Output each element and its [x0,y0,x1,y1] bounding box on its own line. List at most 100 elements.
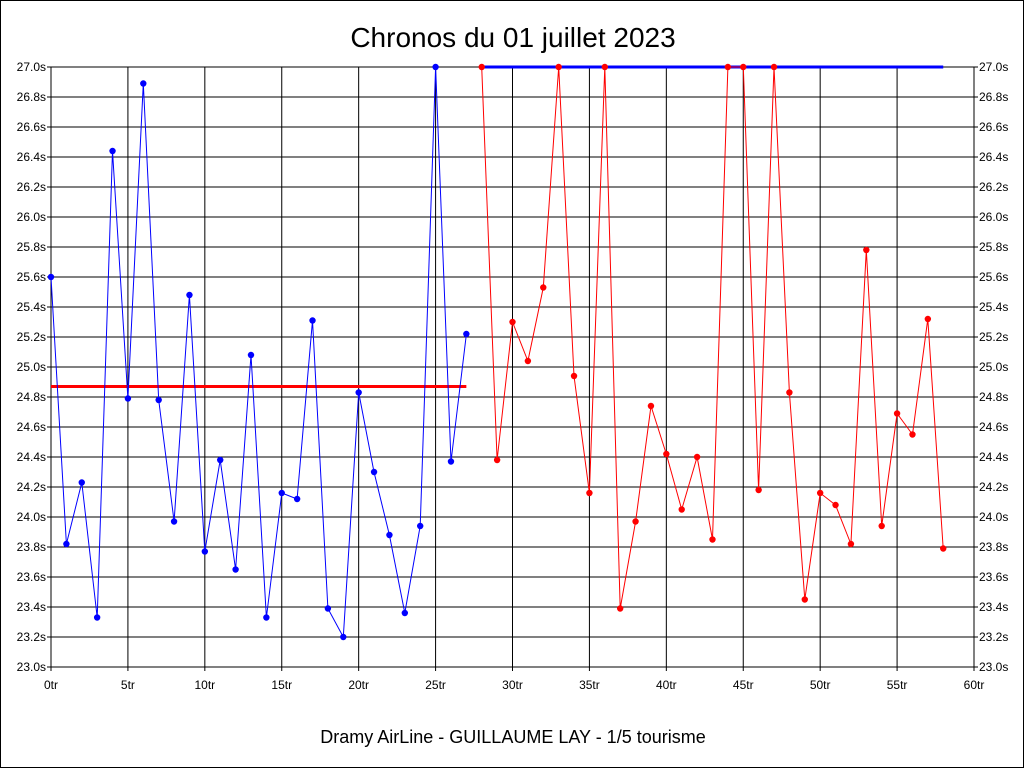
data-point [217,456,224,464]
data-point [586,489,593,497]
data-point [801,596,808,603]
data-point [601,63,608,71]
data-point [124,395,132,402]
y-tick-label-right: 24.2s [979,480,1008,494]
x-tick-label: 50tr [810,678,831,692]
y-tick-label-right: 24.4s [979,450,1008,464]
data-point [632,518,639,525]
y-tick-label-right: 26.8s [979,90,1008,104]
y-tick-label-right: 25.0s [979,360,1008,374]
chart-title: Chronos du 01 juillet 2023 [350,22,675,53]
x-tick-label: 55tr [887,678,908,692]
data-point [370,468,378,476]
data-point [816,489,824,497]
data-point [570,372,578,380]
y-tick-label-left: 24.4s [17,450,46,464]
y-tick-label-left: 25.2s [17,330,46,344]
y-tick-label-right: 24.0s [979,510,1008,524]
y-tick-label-right: 23.6s [979,570,1008,584]
chart-footer: Dramy AirLine - GUILLAUME LAY - 1/5 tour… [320,727,705,747]
data-point [278,489,285,497]
data-point [340,633,347,641]
x-tick-label: 15tr [271,678,292,692]
y-tick-label-left: 26.8s [17,90,46,104]
y-tick-label-right: 26.6s [979,120,1008,134]
y-tick-label-left: 23.4s [17,600,46,614]
data-point [847,540,855,548]
y-tick-label-right: 26.4s [979,150,1008,164]
x-tick-label: 10tr [194,678,215,692]
x-tick-label: 45tr [733,678,754,692]
x-tick-label: 5tr [121,678,135,692]
data-point [63,540,70,548]
data-point [693,453,701,461]
data-point [770,63,778,71]
y-tick-label-right: 23.0s [979,660,1008,674]
y-tick-label-left: 23.6s [17,570,46,584]
y-tick-label-left: 26.6s [17,120,46,134]
data-point [355,389,362,396]
data-point [909,431,916,438]
data-point [432,63,439,71]
y-tick-label-right: 26.0s [979,210,1008,224]
y-tick-label-right: 25.4s [979,300,1008,314]
y-tick-label-right: 27.0s [979,60,1008,74]
data-point [540,284,547,291]
x-tick-label: 40tr [656,678,677,692]
y-tick-label-left: 25.0s [17,360,46,374]
y-tick-label-left: 23.8s [17,540,46,554]
data-point [863,246,870,254]
data-point [155,396,162,404]
data-point [940,545,947,552]
data-point [647,402,655,410]
data-point [493,456,501,464]
y-tick-label-right: 23.2s [979,630,1008,644]
data-point [109,147,116,155]
data-point [93,614,101,621]
y-tick-label-left: 24.2s [17,480,46,494]
y-tick-label-left: 23.0s [17,660,46,674]
y-tick-label-left: 23.2s [17,630,46,644]
data-point [709,536,716,543]
data-point [78,479,85,486]
y-tick-label-left: 26.2s [17,180,46,194]
data-point [309,317,316,324]
y-tick-label-right: 25.6s [979,270,1008,284]
axes: 23.0s 23.0s 23.2s 23.2s 23.4s 23.4s 23.6s 23.6s… [17,60,1009,692]
x-tick-label: 20tr [348,678,369,692]
data-point [247,351,255,359]
data-point [232,566,239,573]
data-point [663,450,670,458]
data-point [170,518,178,525]
data-point [47,273,55,281]
series-line [50,66,467,639]
y-tick-label-left: 24.0s [17,510,46,524]
data-point [755,486,762,494]
y-tick-label-right: 23.8s [979,540,1008,554]
data-point [924,315,932,323]
data-point [293,495,301,503]
data-point [678,506,685,513]
x-tick-label: 0tr [44,678,58,692]
y-tick-label-left: 26.0s [17,210,46,224]
data-point [555,63,562,71]
x-tick-label: 30tr [502,678,523,692]
data-point [386,531,393,539]
y-tick-label-right: 24.8s [979,390,1008,404]
data-point [786,389,793,396]
data-point [740,63,747,71]
y-tick-label-right: 24.6s [979,420,1008,434]
series-line [481,66,944,609]
data-point [401,609,409,617]
data-point [140,80,147,87]
x-tick-label: 35tr [579,678,600,692]
y-tick-label-left: 27.0s [17,60,46,74]
y-tick-label-right: 25.8s [979,240,1008,254]
y-tick-label-left: 25.6s [17,270,46,284]
data-point [724,63,732,71]
y-tick-label-left: 24.6s [17,420,46,434]
data-point [186,291,193,299]
data-point [201,548,209,555]
